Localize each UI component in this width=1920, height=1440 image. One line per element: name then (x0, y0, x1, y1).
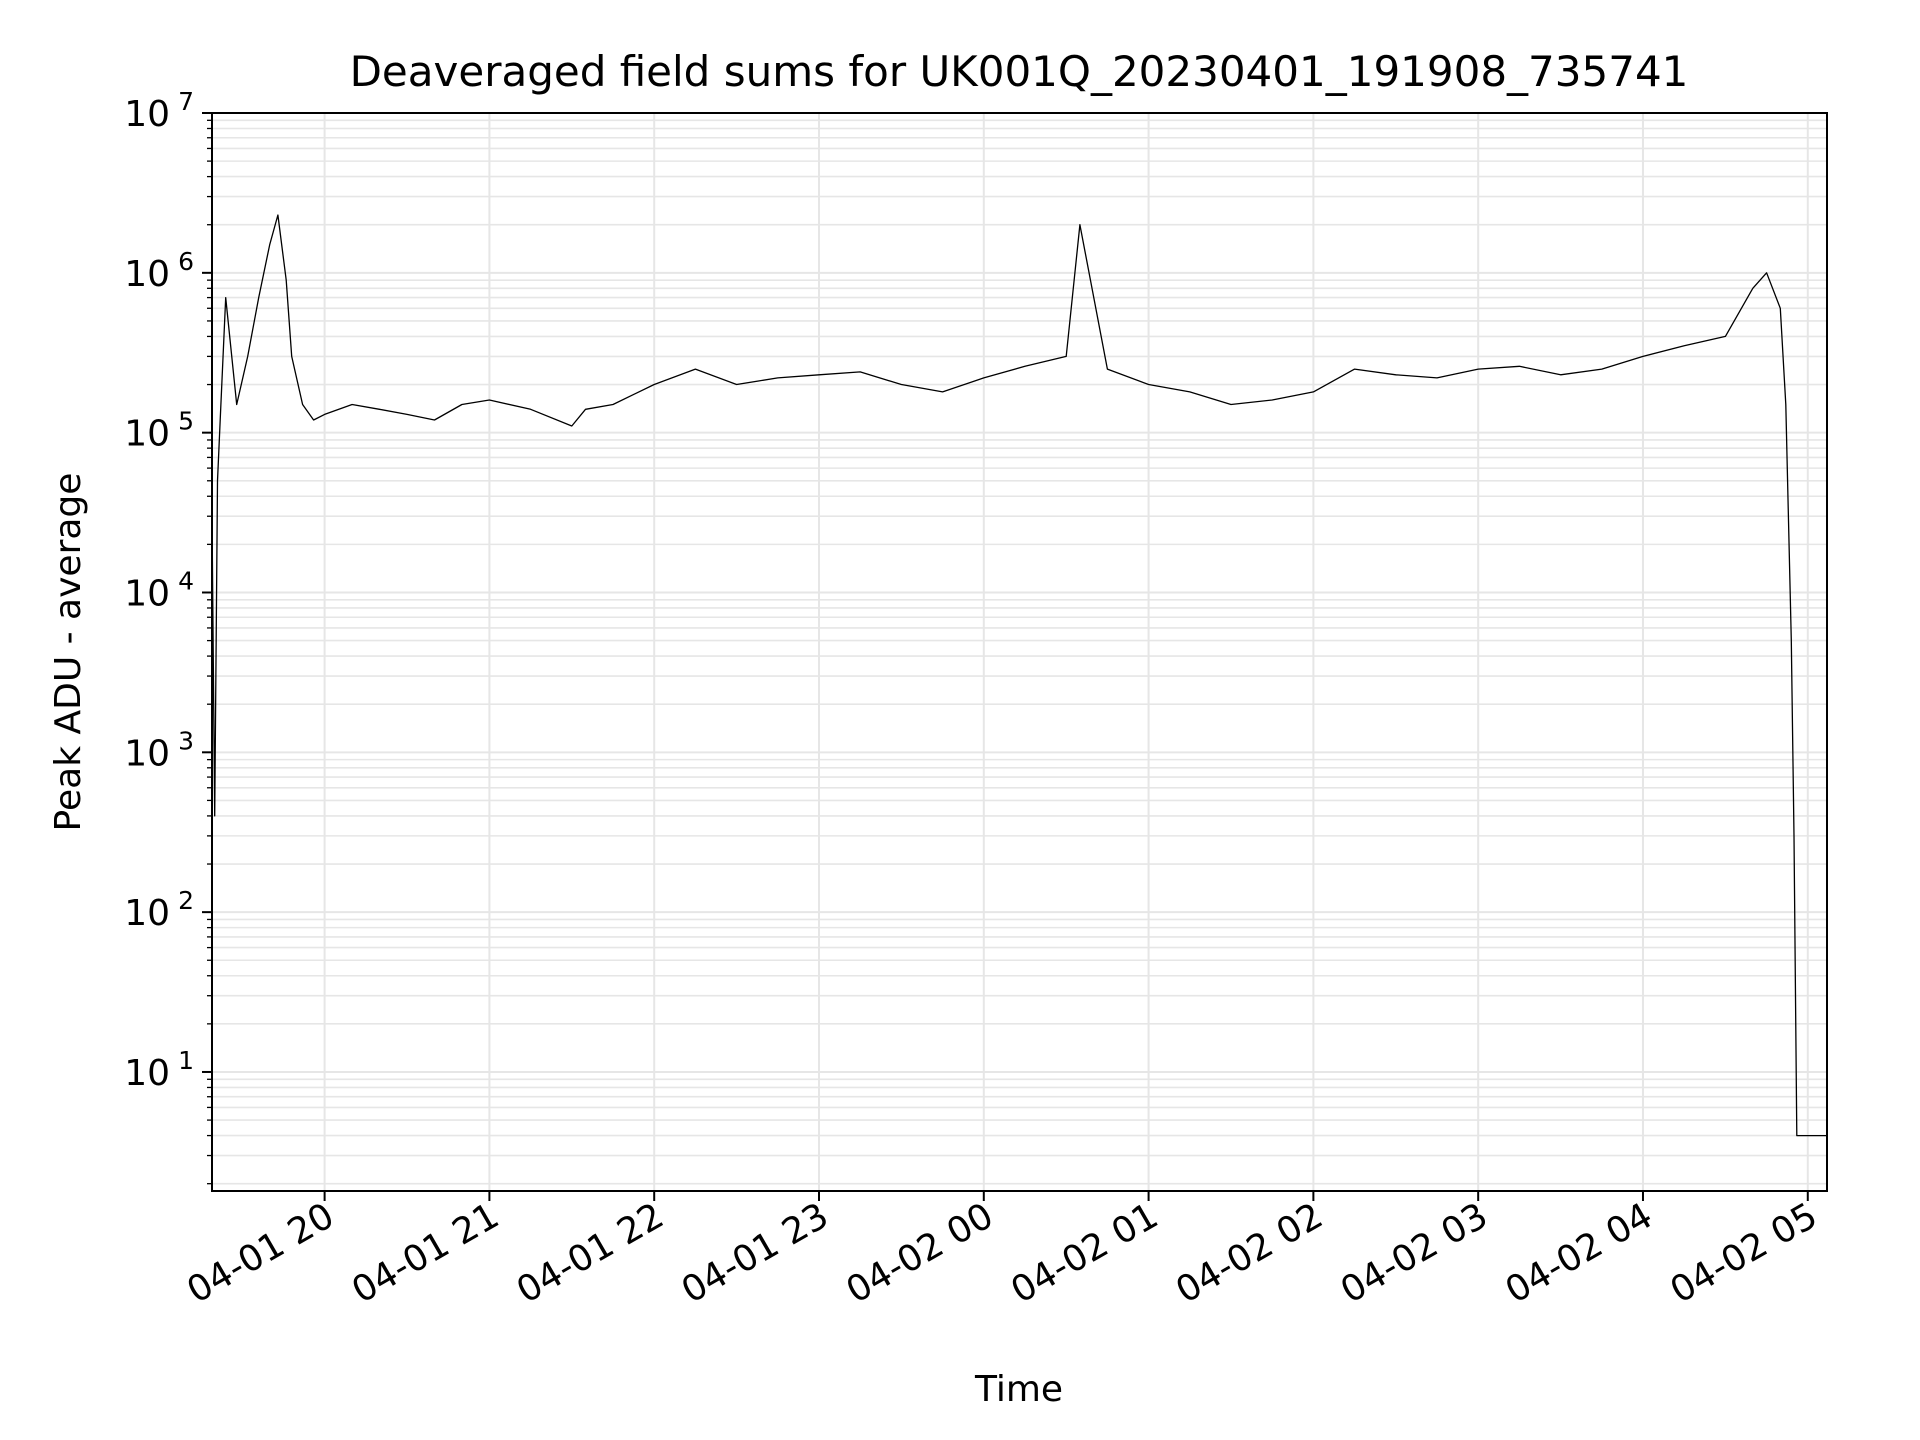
y-tick-label: 10 (124, 573, 170, 614)
y-tick-exponent: 3 (178, 726, 194, 755)
y-tick-exponent: 5 (178, 407, 194, 436)
y-tick-exponent: 4 (178, 566, 194, 595)
y-tick-label: 10 (124, 893, 170, 934)
y-tick-label: 10 (124, 1053, 170, 1094)
y-tick-exponent: 6 (178, 247, 194, 276)
y-tick-label: 10 (124, 94, 170, 135)
y-tick-label: 10 (124, 254, 170, 295)
y-tick-exponent: 7 (178, 87, 194, 116)
plot-frame (211, 112, 1828, 1192)
chart-title: Deaveraged field sums for UK001Q_2023040… (350, 47, 1689, 96)
grid-lines (212, 112, 1827, 1191)
x-axis-label: Time (974, 1369, 1063, 1410)
y-tick-exponent: 1 (178, 1046, 194, 1075)
y-axis-label: Peak ADU - average (48, 473, 89, 832)
y-tick-label: 10 (124, 733, 170, 774)
series-line (211, 214, 1827, 1137)
y-tick-exponent: 2 (178, 886, 194, 915)
y-tick-label: 10 (124, 414, 170, 455)
